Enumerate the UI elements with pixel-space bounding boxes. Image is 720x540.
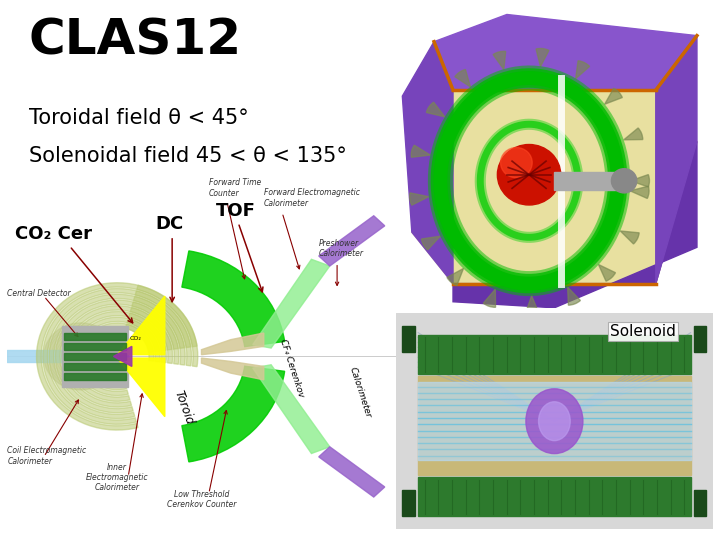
Bar bbox=[64, 343, 126, 350]
Polygon shape bbox=[656, 36, 697, 284]
Wedge shape bbox=[42, 288, 192, 424]
Text: Forward Electromagnetic
Calorimeter: Forward Electromagnetic Calorimeter bbox=[264, 188, 360, 208]
Wedge shape bbox=[410, 193, 428, 205]
Polygon shape bbox=[253, 365, 330, 454]
Polygon shape bbox=[253, 259, 330, 348]
Wedge shape bbox=[37, 283, 198, 430]
Polygon shape bbox=[114, 346, 132, 367]
Text: Solenoidal field 45 < θ < 135°: Solenoidal field 45 < θ < 135° bbox=[29, 146, 346, 166]
Wedge shape bbox=[53, 332, 108, 381]
Bar bbox=[64, 333, 126, 340]
Polygon shape bbox=[319, 216, 384, 266]
Text: CF₄ Cerenkov: CF₄ Cerenkov bbox=[279, 338, 306, 399]
Wedge shape bbox=[87, 341, 99, 354]
Wedge shape bbox=[447, 268, 464, 286]
Ellipse shape bbox=[539, 402, 570, 441]
Text: Low Threshold
Cerenkov Counter: Low Threshold Cerenkov Counter bbox=[167, 490, 236, 509]
Wedge shape bbox=[81, 323, 154, 390]
Wedge shape bbox=[620, 231, 639, 244]
Polygon shape bbox=[202, 333, 264, 355]
Polygon shape bbox=[412, 90, 697, 284]
Text: CO₂ Cer: CO₂ Cer bbox=[14, 225, 91, 243]
Bar bbox=[402, 326, 415, 352]
Text: Preshower
Calorimeter: Preshower Calorimeter bbox=[319, 239, 364, 258]
Wedge shape bbox=[130, 307, 172, 350]
Text: Inner
Electromagnetic
Calorimeter: Inner Electromagnetic Calorimeter bbox=[86, 463, 148, 492]
Circle shape bbox=[611, 168, 636, 193]
Text: Solenoid: Solenoid bbox=[610, 324, 676, 339]
Text: Calorimeter: Calorimeter bbox=[348, 366, 373, 418]
Bar bbox=[418, 477, 690, 516]
Wedge shape bbox=[598, 265, 616, 281]
Bar bbox=[62, 326, 128, 387]
Wedge shape bbox=[182, 366, 284, 462]
Wedge shape bbox=[575, 60, 590, 79]
Wedge shape bbox=[526, 296, 539, 314]
Polygon shape bbox=[319, 447, 384, 497]
Wedge shape bbox=[94, 326, 117, 351]
Wedge shape bbox=[68, 312, 166, 401]
Wedge shape bbox=[58, 335, 104, 377]
Text: CLAS12: CLAS12 bbox=[29, 16, 242, 64]
Wedge shape bbox=[132, 302, 179, 349]
Wedge shape bbox=[127, 319, 160, 352]
Wedge shape bbox=[567, 287, 580, 305]
Wedge shape bbox=[426, 102, 445, 117]
Wedge shape bbox=[493, 51, 505, 70]
Wedge shape bbox=[631, 174, 649, 187]
Wedge shape bbox=[182, 251, 284, 347]
Wedge shape bbox=[605, 88, 622, 104]
Wedge shape bbox=[135, 291, 191, 348]
Bar bbox=[64, 363, 126, 370]
Polygon shape bbox=[202, 358, 264, 380]
Polygon shape bbox=[117, 358, 165, 417]
Text: Central Detector: Central Detector bbox=[7, 289, 71, 298]
Wedge shape bbox=[44, 323, 117, 390]
Wedge shape bbox=[411, 145, 431, 157]
Wedge shape bbox=[49, 294, 185, 418]
Wedge shape bbox=[62, 340, 99, 373]
Polygon shape bbox=[434, 15, 697, 90]
Text: CO₂: CO₂ bbox=[130, 336, 141, 341]
Wedge shape bbox=[483, 289, 495, 307]
Circle shape bbox=[498, 145, 561, 205]
Polygon shape bbox=[402, 42, 453, 284]
Text: TOF: TOF bbox=[216, 202, 256, 220]
Wedge shape bbox=[93, 330, 112, 352]
Wedge shape bbox=[62, 306, 173, 407]
Polygon shape bbox=[117, 296, 165, 355]
Bar bbox=[418, 335, 690, 374]
Bar bbox=[418, 382, 690, 460]
Bar bbox=[554, 172, 624, 190]
Bar bbox=[64, 373, 126, 380]
Text: Toroid: Toroid bbox=[172, 388, 197, 427]
Wedge shape bbox=[125, 324, 153, 352]
Wedge shape bbox=[630, 186, 649, 199]
Wedge shape bbox=[55, 300, 179, 413]
Polygon shape bbox=[453, 141, 697, 308]
Circle shape bbox=[500, 147, 532, 178]
Wedge shape bbox=[536, 49, 549, 66]
Wedge shape bbox=[137, 285, 197, 347]
Text: DC: DC bbox=[156, 215, 184, 233]
Ellipse shape bbox=[526, 389, 583, 454]
Bar bbox=[64, 353, 126, 360]
Wedge shape bbox=[133, 296, 184, 348]
Bar bbox=[418, 376, 690, 475]
Wedge shape bbox=[624, 128, 643, 140]
Wedge shape bbox=[455, 70, 470, 87]
Bar bbox=[694, 490, 706, 516]
Text: Forward Time
Counter: Forward Time Counter bbox=[209, 178, 261, 198]
Wedge shape bbox=[129, 313, 166, 351]
Bar bbox=[694, 326, 706, 352]
Wedge shape bbox=[48, 327, 112, 386]
Text: Toroidal field θ < 45°: Toroidal field θ < 45° bbox=[29, 108, 248, 128]
Wedge shape bbox=[74, 317, 160, 396]
Text: Coil Electromagnetic
Calorimeter: Coil Electromagnetic Calorimeter bbox=[7, 446, 86, 465]
Wedge shape bbox=[91, 334, 107, 353]
Wedge shape bbox=[421, 236, 440, 250]
Bar bbox=[402, 490, 415, 516]
Wedge shape bbox=[89, 338, 103, 353]
